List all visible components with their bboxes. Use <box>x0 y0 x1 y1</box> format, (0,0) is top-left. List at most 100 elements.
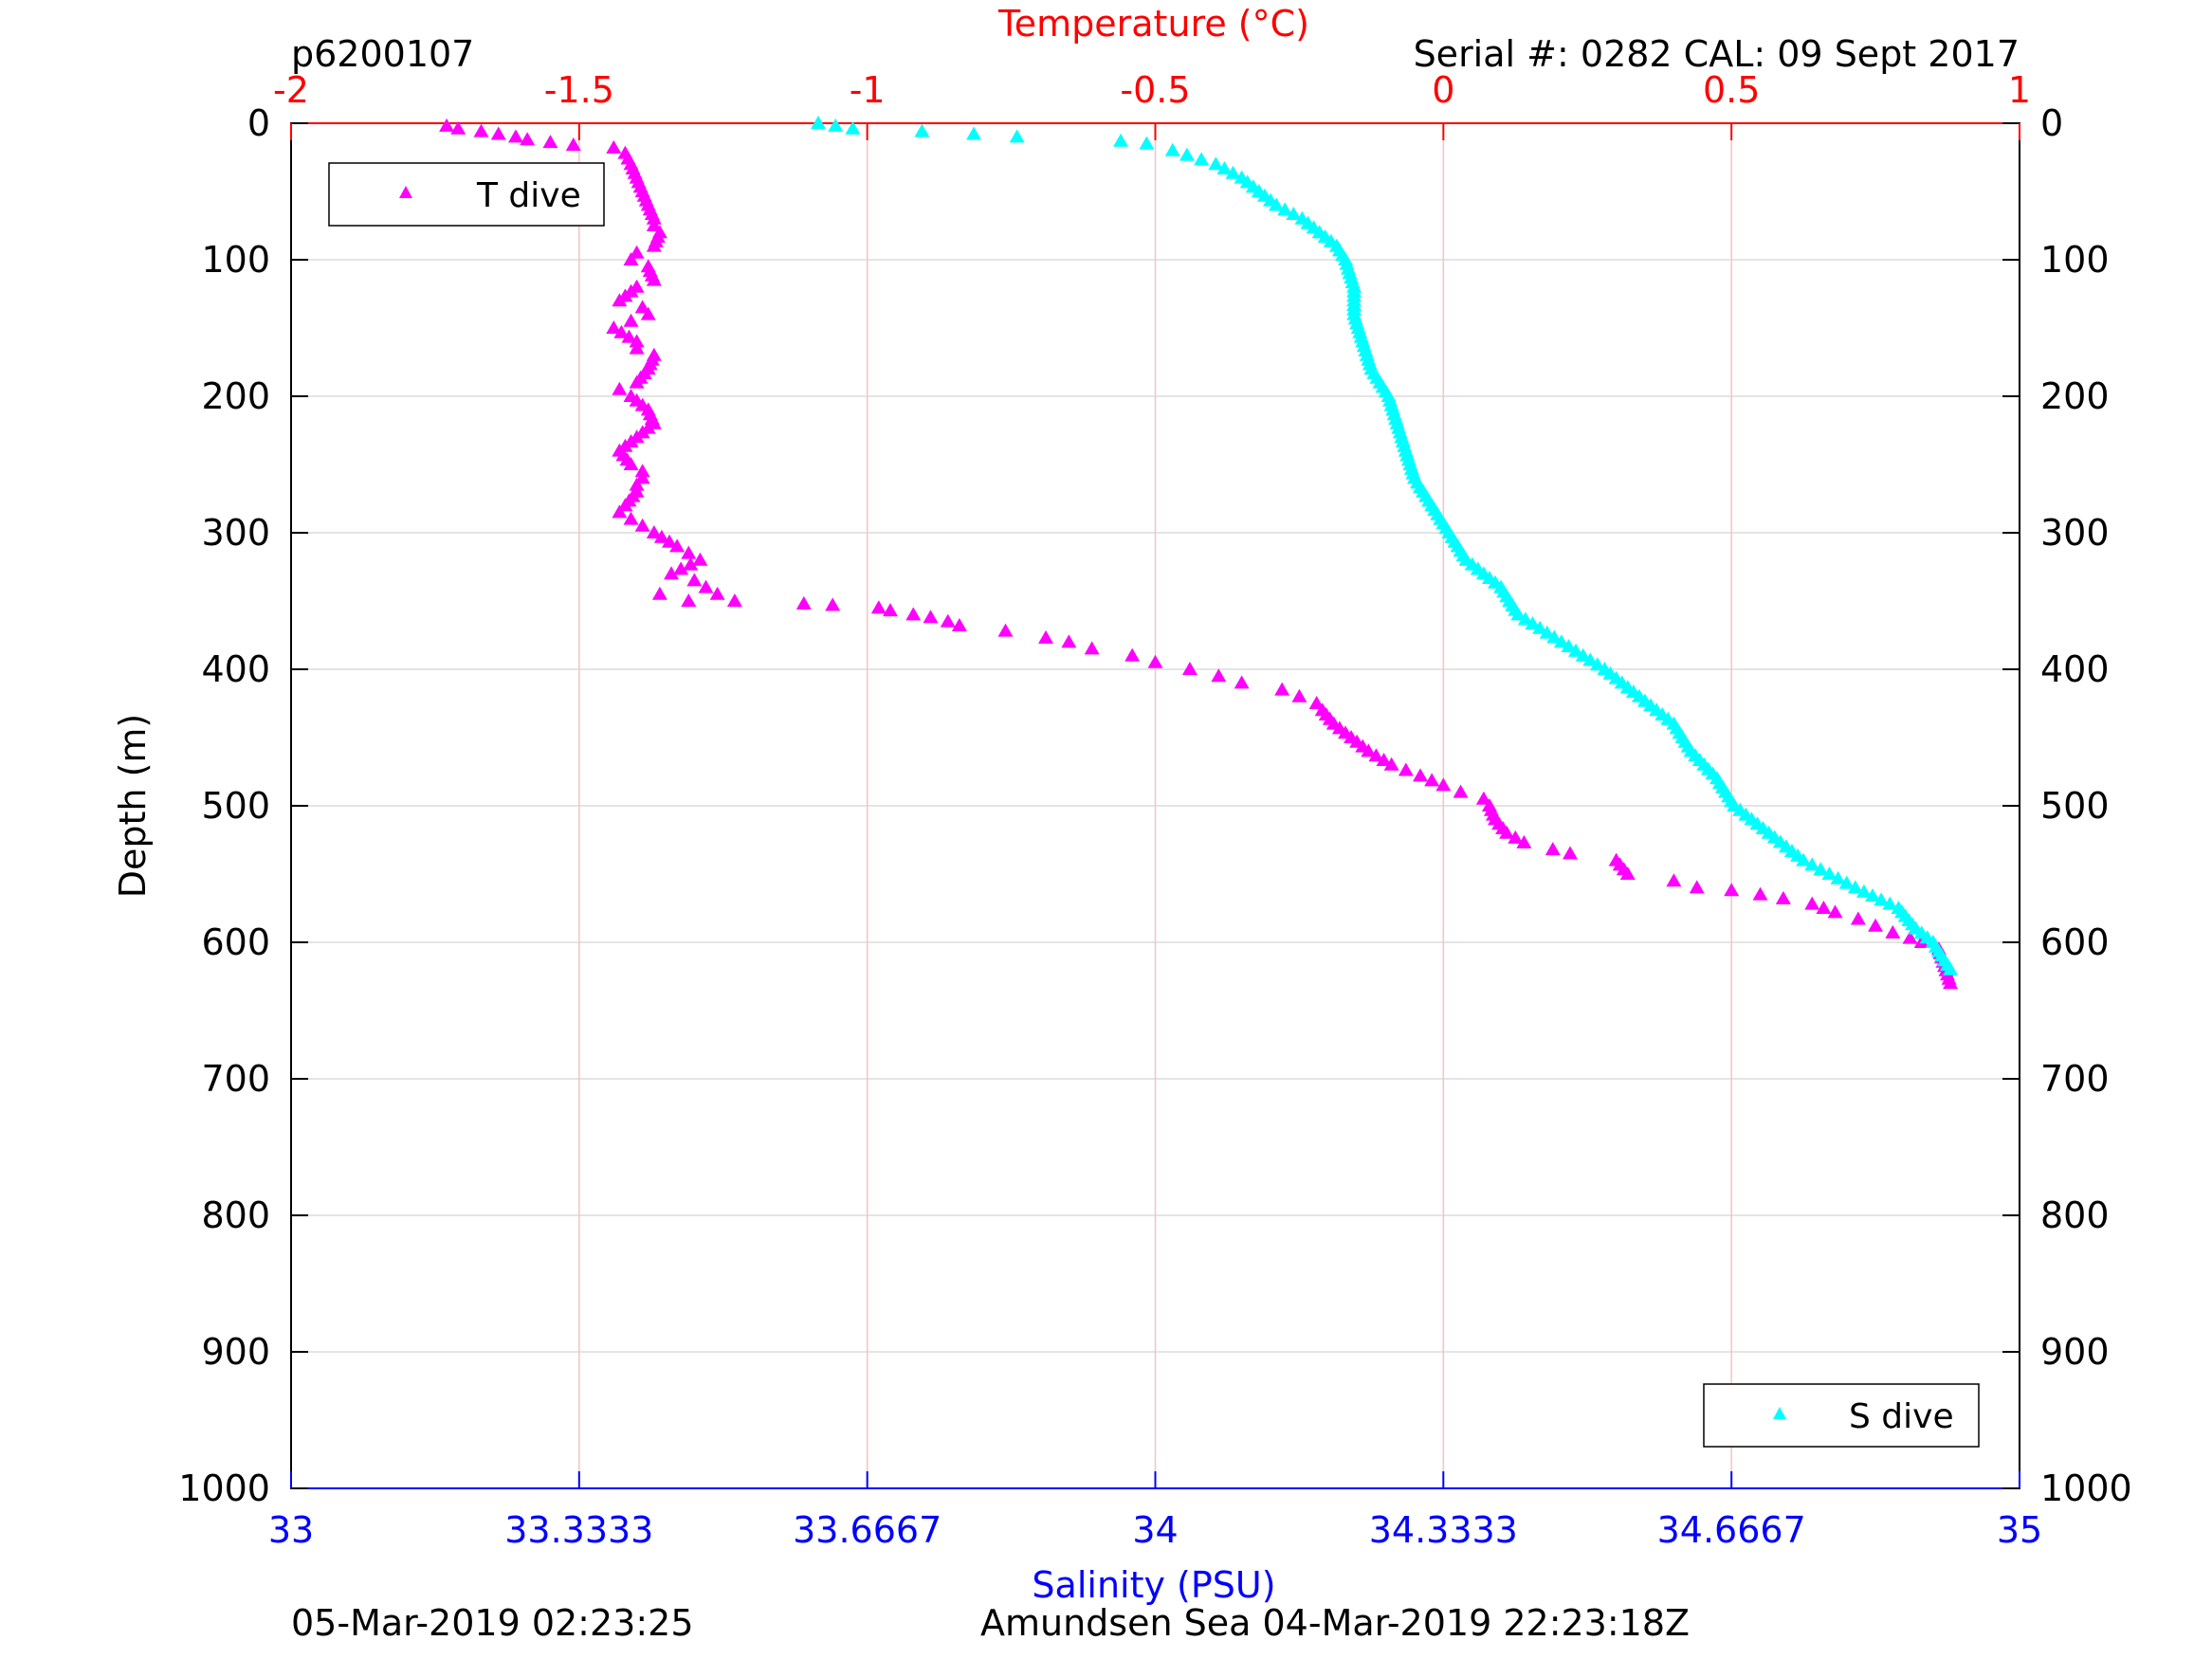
t-dive-point <box>634 518 650 532</box>
s-dive-point <box>1517 611 1533 626</box>
t-dive-point <box>662 534 678 548</box>
t-dive-point <box>621 493 637 507</box>
temperature-tick-label: -2 <box>273 69 309 111</box>
s-dive-point <box>1821 866 1837 880</box>
t-dive-point <box>1902 930 1918 944</box>
s-dive-point <box>1388 411 1404 425</box>
s-dive-point <box>1865 888 1881 902</box>
s-dive-point <box>1344 275 1361 288</box>
s-dive-point <box>1856 884 1872 898</box>
depth-axis-title: Depth (m) <box>112 714 154 899</box>
depth-tick-label-right: 0 <box>2040 102 2063 144</box>
t-dive-point <box>1545 842 1561 856</box>
t-dive-point <box>1322 711 1338 725</box>
t-dive-point <box>606 320 622 334</box>
temperature-tick-label: 0 <box>1432 69 1454 111</box>
salinity-tick-label: 33.3333 <box>504 1509 653 1551</box>
s-dive-point <box>1838 875 1855 889</box>
depth-tick-label-right: 100 <box>2040 239 2110 281</box>
grid <box>291 123 2020 1488</box>
s-dive-point <box>1397 438 1413 452</box>
t-dive-point <box>1308 696 1325 709</box>
temperature-axis-title: Temperature (°C) <box>997 3 1309 45</box>
t-dive-point <box>1234 675 1250 689</box>
t-dive-point <box>1084 641 1100 655</box>
axis-ticks: 0 0 100 100 200 200 300 300 400 400 500 500 600 600 70… <box>178 69 2131 1551</box>
t-dive-point <box>795 595 812 610</box>
depth-tick-label-right: 800 <box>2040 1194 2110 1236</box>
t-dive-point <box>709 586 725 600</box>
legend-t-dive: T dive <box>328 162 605 227</box>
t-dive-point <box>683 556 699 571</box>
t-dive-point <box>1666 873 1682 887</box>
t-dive-point <box>634 464 650 478</box>
profile-id: p6200107 <box>291 33 474 75</box>
t-dive-point <box>629 477 645 491</box>
t-dive-point <box>623 313 639 327</box>
t-dive-point <box>1124 647 1141 662</box>
t-dive-point <box>1398 762 1414 776</box>
depth-tick-label-left: 800 <box>201 1194 270 1236</box>
t-dive-point <box>1383 757 1399 771</box>
t-dive-point <box>681 593 697 607</box>
depth-tick-label-left: 300 <box>201 512 270 554</box>
s-dive-point <box>1334 247 1350 262</box>
t-dive-point <box>997 623 1014 637</box>
legend-s-marker <box>1773 1407 1786 1419</box>
t-dive-point <box>473 123 489 137</box>
t-dive-point <box>1291 688 1307 702</box>
temperature-tick-label: -1 <box>850 69 886 111</box>
temperature-tick-label: 1 <box>2008 69 2031 111</box>
s-dive-point <box>1245 179 1261 193</box>
t-dive-point <box>1495 821 1511 834</box>
t-dive-point <box>490 126 506 140</box>
salinity-tick-label: 34.3333 <box>1369 1509 1518 1551</box>
t-dive-point <box>698 579 714 593</box>
s-dive-point <box>1113 133 1129 147</box>
depth-tick-label-left: 100 <box>201 239 270 281</box>
t-dive-point <box>870 600 887 614</box>
depth-tick-label-left: 200 <box>201 375 270 417</box>
salinity-tick-label: 34 <box>1132 1509 1178 1551</box>
t-dive-point <box>1376 753 1392 766</box>
s-dive-point <box>1194 152 1210 166</box>
t-dive-point <box>1689 880 1705 894</box>
s-dive-point <box>1724 793 1740 808</box>
t-dive-point <box>1885 924 1901 939</box>
t-dive-point <box>1616 862 1632 876</box>
s-dive-point <box>1904 917 1920 931</box>
t-dive-point <box>940 613 956 628</box>
s-dive-point <box>1940 957 1956 971</box>
depth-tick-label-right: 900 <box>2040 1331 2110 1373</box>
s-dive-point <box>1277 202 1293 216</box>
t-dive-point <box>439 118 455 132</box>
s-dive-point <box>1553 634 1569 648</box>
s-dive-point <box>1306 220 1322 234</box>
depth-tick-label-left: 0 <box>247 102 270 144</box>
t-dive-point <box>1804 896 1820 910</box>
s-dive-point <box>1455 548 1472 561</box>
t-dive-point <box>629 245 645 259</box>
t-dive-point <box>653 529 669 543</box>
t-dive-point <box>923 610 939 624</box>
s-dive-point <box>1830 870 1846 884</box>
t-dive-point <box>632 370 649 384</box>
depth-tick-label-left: 1000 <box>178 1468 270 1509</box>
s-dive-series <box>811 116 1959 975</box>
s-dive-point <box>1705 766 1721 780</box>
s-dive-point <box>1263 192 1279 207</box>
s-dive-point <box>1546 629 1563 644</box>
s-dive-point <box>1813 862 1829 876</box>
s-dive-point <box>1225 165 1241 179</box>
t-dive-point <box>648 233 664 247</box>
t-dive-point <box>1868 918 1884 932</box>
s-dive-point <box>914 123 930 137</box>
t-dive-point <box>613 324 630 338</box>
s-dive-point <box>1378 384 1394 398</box>
t-dive-point <box>606 139 622 154</box>
legend-t-marker <box>399 186 412 198</box>
t-dive-point <box>623 252 639 265</box>
s-dive-point <box>1009 129 1025 143</box>
s-dive-point <box>1508 602 1524 616</box>
